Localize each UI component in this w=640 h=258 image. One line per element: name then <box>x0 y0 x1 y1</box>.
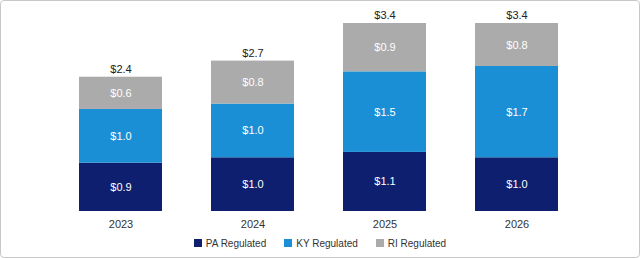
html-text:KY Regulated: KY Regulated <box>296 237 358 249</box>
svg-text:2023: 2023 <box>109 218 133 230</box>
svg-text:$1.0: $1.0 <box>110 130 131 142</box>
svg-text:2026: 2026 <box>505 218 529 230</box>
svg-text:2025: 2025 <box>373 218 397 230</box>
svg-text:$0.9: $0.9 <box>110 181 131 193</box>
html-text:PA Regulated: PA Regulated <box>205 237 267 249</box>
svg-text:$2.7: $2.7 <box>242 47 263 59</box>
svg-text:$1.0: $1.0 <box>242 124 263 136</box>
svg-text:$0.9: $0.9 <box>374 41 395 53</box>
svg-text:$0.6: $0.6 <box>110 87 131 99</box>
svg-text:$1.0: $1.0 <box>242 178 263 190</box>
html-text:RI Regulated: RI Regulated <box>387 237 447 249</box>
svg-text:$1.5: $1.5 <box>374 106 395 118</box>
svg-text:$3.4: $3.4 <box>506 9 527 21</box>
svg-text:$1.7: $1.7 <box>506 106 527 118</box>
svg-text:$1.1: $1.1 <box>374 175 395 187</box>
svg-text:$0.8: $0.8 <box>242 76 263 88</box>
svg-text:$1.0: $1.0 <box>506 178 527 190</box>
svg-text:$2.4: $2.4 <box>110 63 131 75</box>
svg-text:$3.4: $3.4 <box>374 9 395 21</box>
svg-text:$0.8: $0.8 <box>506 39 527 51</box>
svg-text:2024: 2024 <box>241 218 265 230</box>
